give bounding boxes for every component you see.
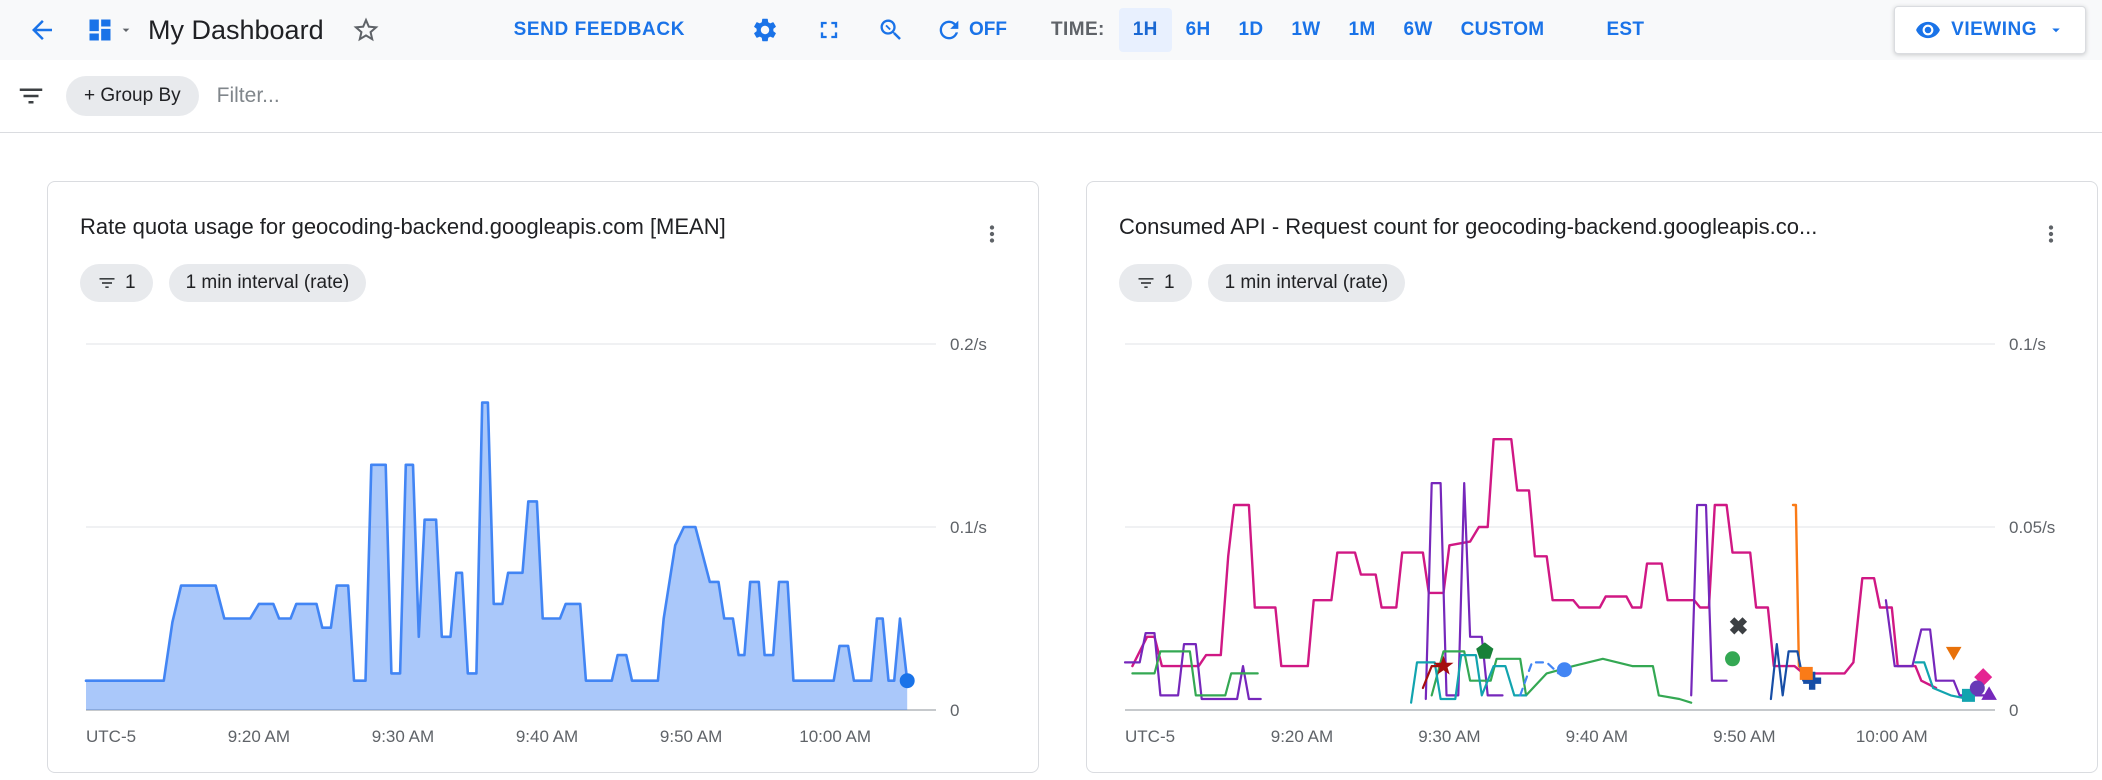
page-title: My Dashboard — [148, 14, 324, 45]
funnel-icon — [1138, 278, 1154, 288]
viewing-mode-button[interactable]: VIEWING — [1894, 6, 2086, 54]
svg-text:9:50 AM: 9:50 AM — [660, 727, 722, 746]
star-button[interactable] — [346, 10, 386, 50]
chart-card-consumed-api: Consumed API - Request count for geocodi… — [1086, 181, 2098, 773]
group-by-chip[interactable]: + Group By — [66, 76, 199, 116]
time-range-1d[interactable]: 1D — [1225, 8, 1278, 52]
interval-label: 1 min interval (rate) — [185, 272, 350, 293]
time-label: TIME: — [1051, 19, 1105, 40]
dashboard-grid-icon — [89, 19, 111, 41]
consumed-api-chart[interactable]: 0 0.05/s 0.1/s UTC-5 9:20 AM 9:30 AM 9:40 AM 9:… — [1115, 332, 2079, 756]
svg-text:9:50 AM: 9:50 AM — [1713, 727, 1775, 746]
chart-card-rate-quota: Rate quota usage for geocoding-backend.g… — [47, 181, 1039, 773]
refresh-icon — [939, 20, 959, 40]
funnel-icon — [99, 278, 115, 288]
svg-text:9:40 AM: 9:40 AM — [1566, 727, 1628, 746]
svg-text:10:00 AM: 10:00 AM — [799, 727, 871, 746]
send-feedback-link[interactable]: SEND FEEDBACK — [513, 19, 686, 40]
chart-title: Rate quota usage for geocoding-backend.g… — [80, 214, 726, 239]
svg-text:UTC-5: UTC-5 — [86, 727, 136, 746]
svg-text:0: 0 — [2009, 701, 2018, 720]
svg-text:0.05/s: 0.05/s — [2009, 518, 2055, 537]
svg-text:UTC-5: UTC-5 — [1125, 727, 1175, 746]
dashboard-switcher[interactable] — [86, 16, 134, 44]
filter-count-label: 1 — [1164, 272, 1175, 293]
fullscreen-icon — [820, 21, 838, 39]
svg-text:9:20 AM: 9:20 AM — [228, 727, 290, 746]
filter-input[interactable] — [216, 84, 637, 108]
chart-chips: 1 1 min interval (rate) — [80, 264, 1006, 302]
time-range-1m[interactable]: 1M — [1335, 8, 1390, 52]
viewing-label: VIEWING — [1951, 19, 2037, 40]
chart-chips: 1 1 min interval (rate) — [1119, 264, 2065, 302]
svg-text:0.2/s: 0.2/s — [950, 335, 987, 354]
interval-chip[interactable]: 1 min interval (rate) — [1207, 264, 1406, 302]
filter-count-chip[interactable]: 1 — [80, 264, 153, 302]
back-arrow-icon — [32, 20, 52, 40]
time-range-selector: 1H 6H 1D 1W 1M 6W CUSTOM EST — [1118, 8, 1659, 52]
svg-text:9:30 AM: 9:30 AM — [1418, 727, 1480, 746]
chart-plot-area[interactable]: 0 0.1/s 0.2/s UTC-5 9:20 AM 9:30 AM 9:40 AM 9:5… — [76, 332, 1020, 756]
chevron-down-icon — [122, 28, 130, 32]
auto-refresh-toggle[interactable]: OFF — [935, 16, 1007, 44]
time-range-1h[interactable]: 1H — [1118, 8, 1172, 52]
top-app-bar: My Dashboard SEND FEEDBACK OFF TIME: 1H … — [0, 0, 2102, 60]
svg-text:9:40 AM: 9:40 AM — [516, 727, 578, 746]
rate-quota-chart[interactable]: 0 0.1/s 0.2/s UTC-5 9:20 AM 9:30 AM 9:40 AM 9:5… — [76, 332, 1020, 756]
card-menu-button[interactable] — [972, 214, 1012, 254]
time-range-1w[interactable]: 1W — [1277, 8, 1334, 52]
filter-toolbar: + Group By — [0, 60, 2102, 133]
chart-plot-area[interactable]: 0 0.05/s 0.1/s UTC-5 9:20 AM 9:30 AM 9:40 AM 9:… — [1115, 332, 2079, 756]
zoom-icon — [880, 19, 901, 40]
star-outline-icon — [353, 17, 379, 42]
zoom-button[interactable] — [871, 10, 911, 50]
svg-text:0.1/s: 0.1/s — [950, 518, 987, 537]
dashboard-grid: Rate quota usage for geocoding-backend.g… — [0, 133, 2102, 773]
chart-title: Consumed API - Request count for geocodi… — [1119, 214, 1818, 239]
time-range-custom[interactable]: CUSTOM — [1447, 8, 1559, 52]
svg-text:10:00 AM: 10:00 AM — [1856, 727, 1928, 746]
gear-icon — [754, 18, 776, 42]
timezone-button[interactable]: EST — [1592, 8, 1658, 52]
eye-icon — [1916, 21, 1941, 39]
time-range-6h[interactable]: 6H — [1172, 8, 1225, 52]
svg-text:0: 0 — [950, 701, 959, 720]
interval-chip[interactable]: 1 min interval (rate) — [168, 264, 367, 302]
filter-count-chip[interactable]: 1 — [1119, 264, 1192, 302]
fullscreen-button[interactable] — [809, 10, 849, 50]
interval-label: 1 min interval (rate) — [1224, 272, 1389, 293]
settings-button[interactable] — [745, 10, 785, 50]
kebab-menu-icon — [2048, 225, 2054, 243]
filter-list-icon[interactable] — [16, 81, 46, 111]
card-menu-button[interactable] — [2031, 214, 2071, 254]
svg-text:0.1/s: 0.1/s — [2009, 335, 2046, 354]
filter-count-label: 1 — [125, 272, 136, 293]
svg-text:9:20 AM: 9:20 AM — [1271, 727, 1333, 746]
svg-text:9:30 AM: 9:30 AM — [372, 727, 434, 746]
back-button[interactable] — [22, 10, 62, 50]
refresh-state-label: OFF — [969, 19, 1008, 40]
time-range-6w[interactable]: 6W — [1390, 8, 1447, 52]
chevron-down-icon — [2052, 28, 2060, 33]
kebab-menu-icon — [989, 225, 995, 243]
